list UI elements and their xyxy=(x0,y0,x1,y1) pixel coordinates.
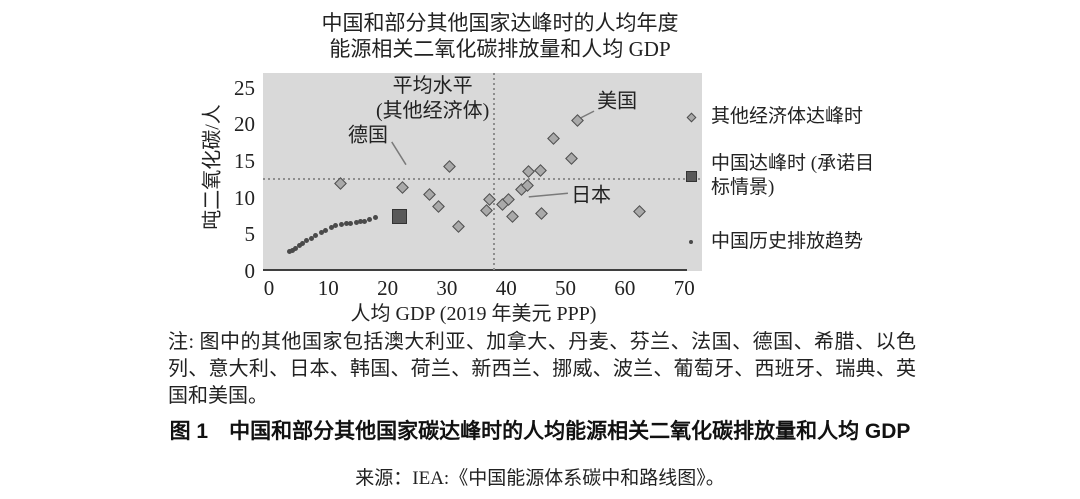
x-tick-label: 60 xyxy=(614,276,636,300)
legend-item-china-history: 中国历史排放趋势 xyxy=(682,230,863,254)
data-point-dot xyxy=(357,219,363,225)
data-point-dot xyxy=(296,242,302,248)
x-axis-title: 人均 GDP (2019 年美元 PPP) xyxy=(350,303,597,325)
annotation-label: 日本 xyxy=(571,184,612,207)
data-point-dot xyxy=(299,240,305,246)
plot-area: 平均水平 (其他经济体) 德国 美国日本 0 10 20 30 40 50 60 70 0 5 10 15 2… xyxy=(234,73,702,300)
data-point-dot xyxy=(313,233,319,239)
data-point-dot xyxy=(343,220,349,226)
reference-line-horizontal xyxy=(263,178,702,181)
data-point-diamond xyxy=(422,188,436,202)
annotation-label: 平均水平 (其他经济体) xyxy=(375,74,490,122)
square-marker-icon xyxy=(685,170,697,182)
data-point-diamond xyxy=(534,206,548,220)
data-point-dot xyxy=(286,249,292,255)
data-point-diamond xyxy=(547,131,561,145)
legend-item-other-economies: 其他经济体达峰时 xyxy=(682,105,863,129)
data-point-dot xyxy=(308,235,314,241)
data-point-dot xyxy=(289,247,295,253)
data-point-dot xyxy=(323,228,329,234)
data-point-diamond xyxy=(443,160,457,174)
data-point-dot xyxy=(318,230,324,236)
reference-line-vertical xyxy=(493,73,496,271)
x-tick-label: 0 xyxy=(263,276,275,300)
x-tick-label: 70 xyxy=(673,276,695,300)
data-point-dot xyxy=(303,238,309,244)
data-point-diamond xyxy=(521,164,535,178)
data-point-dot xyxy=(373,214,379,220)
figure-caption: 图 1 中国和部分其他国家碳达峰时的人均能源相关二氧化碳排放量和人均 GDP xyxy=(169,420,911,443)
data-point-dot xyxy=(338,221,344,227)
legend-label: 中国达峰时 (承诺目标情景) xyxy=(711,153,875,198)
y-tick-label: 25 xyxy=(234,75,255,100)
data-point-dot xyxy=(328,225,334,231)
x-tick-label: 50 xyxy=(555,276,577,300)
diamond-marker-icon xyxy=(686,112,696,122)
y-tick-label: 0 xyxy=(244,259,256,283)
data-point-diamond xyxy=(571,114,584,128)
data-point-dot xyxy=(353,220,359,226)
x-tick-label: 20 xyxy=(377,276,399,300)
x-axis-line xyxy=(263,269,687,271)
data-point-dot xyxy=(361,218,367,224)
chart-title: 中国和部分其他国家达峰时的人均年度 能源相关二氧化碳排放量和人均 GDP xyxy=(321,11,679,61)
data-point-diamond xyxy=(534,164,547,177)
data-point-dot xyxy=(333,223,339,229)
y-tick-label: 15 xyxy=(234,149,255,173)
x-tick-label: 10 xyxy=(317,276,339,300)
annotation-label: 德国 xyxy=(348,124,388,147)
data-point-dot xyxy=(366,217,372,223)
legend-label: 中国历史排放趋势 xyxy=(711,231,864,252)
data-point-dot xyxy=(293,245,299,251)
x-tick-label: 40 xyxy=(495,276,517,300)
legend-item-china-peak: 中国达峰时 (承诺目标情景) xyxy=(682,152,889,200)
data-point-diamond xyxy=(480,204,494,218)
data-point-square xyxy=(391,209,407,225)
legend-label: 其他经济体达峰时 xyxy=(711,106,864,127)
data-point-diamond xyxy=(432,200,445,213)
dot-marker-icon xyxy=(689,240,693,244)
data-point-dot xyxy=(348,220,354,226)
y-tick-label: 20 xyxy=(234,112,255,137)
data-point-diamond xyxy=(565,151,578,165)
x-tick-label: 30 xyxy=(436,276,458,300)
y-tick-label: 10 xyxy=(234,185,255,210)
data-point-diamond xyxy=(632,205,646,218)
data-point-diamond xyxy=(452,219,466,233)
annotation-label: 美国 xyxy=(597,90,638,113)
y-tick-label: 5 xyxy=(244,222,256,247)
data-point-diamond xyxy=(396,181,409,194)
data-point-diamond xyxy=(506,209,520,223)
figure-note: 注: 图中的其他国家包括澳大利亚、加拿大、丹麦、芬兰、法国、德国、希腊、以色列、… xyxy=(168,331,916,407)
figure-source: 来源：IEA:《中国能源体系碳中和路线图》。 xyxy=(355,468,725,489)
